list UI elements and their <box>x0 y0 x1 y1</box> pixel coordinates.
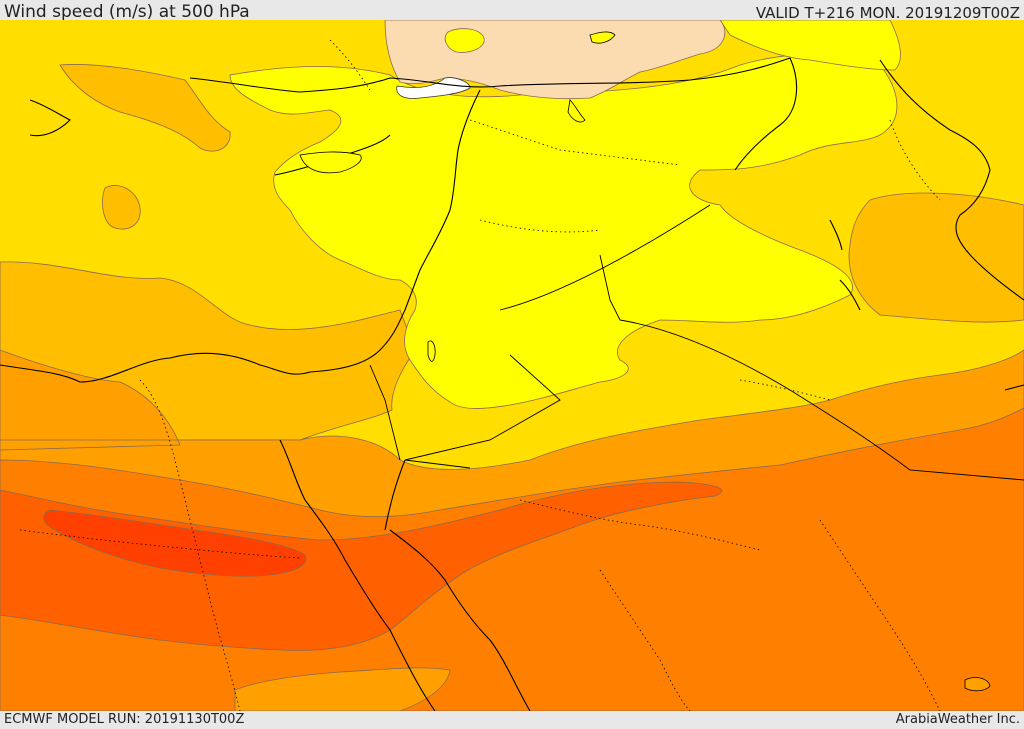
footer-bar: ECMWF MODEL RUN: 20191130T00Z ArabiaWeat… <box>0 711 1024 729</box>
sea-of-galilee <box>427 340 436 362</box>
map-title: Wind speed (m/s) at 500 hPa <box>4 2 250 22</box>
field-yellow-light <box>229 53 898 409</box>
field-amber-blob <box>102 185 141 230</box>
field-red-orange <box>43 509 307 577</box>
field-amber-tl <box>59 64 231 152</box>
coastlines <box>0 57 1024 712</box>
field-orange-light-bottom <box>234 667 451 712</box>
field-orange-dark <box>0 481 722 651</box>
field-amber-east <box>848 192 1024 323</box>
credit: ArabiaWeather Inc. <box>895 712 1020 727</box>
model-run: ECMWF MODEL RUN: 20191130T00Z <box>4 712 245 727</box>
wind-speed-map <box>0 19 1024 712</box>
islands <box>299 31 616 174</box>
header-bar: Wind speed (m/s) at 500 hPa VALID T+216 … <box>0 0 1024 22</box>
field-yellow-top-right <box>719 19 901 71</box>
gulf-island <box>964 677 991 692</box>
province-borders <box>19 39 941 712</box>
valid-time: VALID T+216 MON. 20191209T00Z <box>755 4 1020 22</box>
field-white <box>396 77 471 99</box>
field-yellow-islet <box>444 28 485 53</box>
